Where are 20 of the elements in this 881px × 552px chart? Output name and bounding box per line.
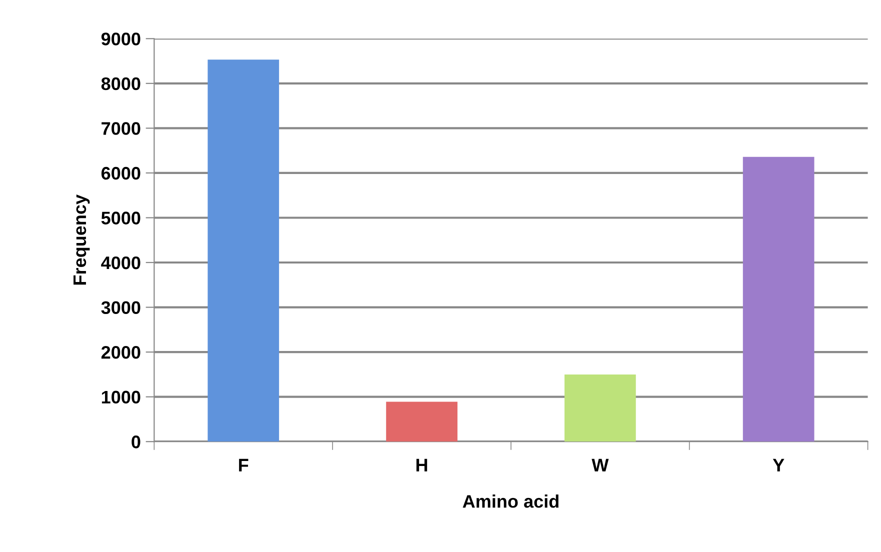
y-tick-label: 8000 xyxy=(101,77,140,90)
y-axis-title: Frequency xyxy=(74,194,90,285)
bar xyxy=(564,374,636,442)
bar xyxy=(208,60,280,442)
x-axis-title: Amino acid xyxy=(462,494,558,508)
y-tick-label: 2000 xyxy=(101,346,140,359)
y-tick-label: 3000 xyxy=(101,301,140,314)
y-tick-label: 6000 xyxy=(101,166,140,180)
y-tick-label: 5000 xyxy=(101,212,140,224)
bar xyxy=(386,402,458,442)
x-tick-label: H xyxy=(416,458,428,472)
bar xyxy=(742,156,814,442)
y-tick-label: 9000 xyxy=(101,32,140,46)
x-tick-label: W xyxy=(592,458,609,472)
y-tick-label: 7000 xyxy=(102,122,140,135)
y-tick-label: 1000 xyxy=(102,390,140,404)
x-tick-label: F xyxy=(239,458,248,472)
y-tick-label: 0 xyxy=(132,436,140,448)
x-tick-label: Y xyxy=(772,458,784,472)
y-tick-label: 4000 xyxy=(101,256,140,270)
